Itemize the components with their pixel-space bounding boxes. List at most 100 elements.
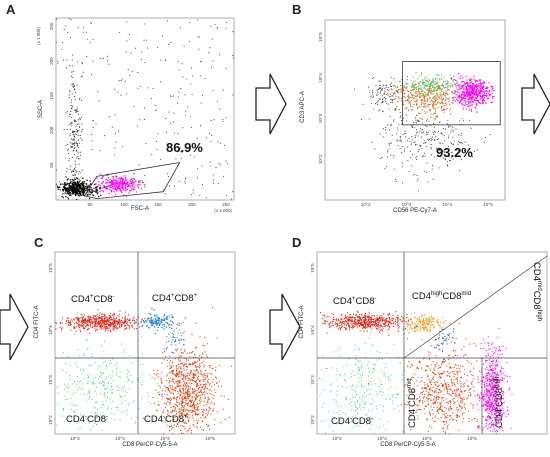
panel-c-dot-cd4neg-cd8neg (96, 423, 98, 425)
panel-a-dot-lymphocytes (123, 189, 125, 191)
panel-a-dot-background (152, 87, 154, 89)
panel-b-dot-magenta (452, 97, 454, 99)
panel-c-dot-cd4neg-cd8pos (170, 425, 173, 427)
panel-c-dot-cd4pos-cd8neg (78, 322, 80, 324)
panel-a-dot-streak (71, 93, 73, 95)
panel-c-dot-cd4pos-cd8pos (156, 316, 158, 318)
panel-c-dot-cd4neg-cd8pos (207, 402, 209, 404)
panel-a-dot-debris (79, 180, 81, 182)
panel-c-dot-cd4neg-cd8pos (175, 373, 177, 376)
panel-a-x-tick: 50 (87, 202, 93, 207)
panel-b-dot-cd3neg (448, 125, 450, 127)
panel-c-dot-cd4neg-cd8neg (94, 422, 96, 424)
panel-c-dot-cd4pos-cd8neg (104, 323, 106, 325)
panel-b-dot-orange (447, 88, 449, 90)
panel-d-dot-cd4pos-cd8neg (343, 318, 345, 320)
panel-b-dot-left (383, 93, 385, 95)
panel-c-dot-cd4neg-cd8pos (177, 368, 179, 370)
panel-b-dot-magenta (469, 80, 472, 82)
panel-c-dot-cd4neg-cd8pos (195, 347, 197, 349)
panel-c-dot-cd4pos-cd8pos (153, 315, 156, 317)
panel-b-dot-cd3neg (420, 144, 422, 147)
panel-a-dot-streak (76, 129, 79, 132)
panel-b-dot-left (382, 99, 384, 101)
panel-a-dot-background (190, 67, 193, 69)
panel-c-dot-cd4neg-cd8pos (193, 373, 195, 375)
panel-b-dot-cd3neg (389, 98, 392, 101)
panel-c-dot-cd4pos-cd8pos (153, 322, 155, 325)
panel-a-dot-background (219, 164, 221, 166)
panel-c-dot-cd4pos-cd8pos-tail (176, 348, 178, 350)
panel-d-dot-cd4pos-cd8neg (369, 319, 371, 321)
panel-c-dot-cd4neg-cd8pos (193, 388, 195, 390)
panel-c-dot-cd4neg-cd8pos (182, 392, 184, 394)
panel-a-dot-streak (74, 169, 76, 171)
panel-c-dot-cd4pos-cd8pos-tail (171, 351, 173, 353)
panel-d-dot-cd4pos-cd8neg (382, 317, 384, 319)
panel-b-dot-orange (452, 85, 454, 87)
panel-b-ticks: 10^210^210^310^310^410^410^510^5 (318, 32, 493, 207)
panel-a-dot-streak (68, 97, 70, 99)
panel-c-dot-cd4pos-cd8neg (77, 317, 79, 319)
panel-d-dot-cd4pos-cd8neg (324, 316, 326, 318)
panel-c-dot-cd4neg-cd8neg (87, 376, 90, 378)
panel-a-dot-background (232, 31, 234, 33)
panel-a-dot-background (114, 154, 116, 156)
panel-d-dot-cd4high-cd8mid (429, 326, 431, 328)
panel-c-dot-cd4neg-cd8pos (187, 377, 189, 379)
panel-b-dot-green (444, 95, 446, 97)
panel-c-dot-cd4neg-cd8pos (177, 423, 179, 426)
panel-b-dot-orange (388, 108, 390, 110)
panel-c-dot-cd4neg-cd8neg (68, 378, 71, 380)
panel-b-dot-cd3neg (434, 118, 436, 120)
panel-d-dot-cd4pos-cd8neg (382, 319, 384, 321)
panel-a-dot-core (81, 186, 83, 189)
panel-a-dot-lymphocytes (120, 182, 123, 184)
panel-c-dot-cd4pos-cd8neg (108, 324, 111, 326)
panel-c-dot-cd4pos-cd8pos (157, 326, 159, 329)
panel-c-dot-cd4pos-cd8neg (114, 324, 117, 326)
panel-c-dot-cd4pos-cd8neg (99, 317, 101, 319)
panel-c-dot-cd4pos-cd8pos-tail (166, 346, 168, 348)
panel-a-dot-background (210, 25, 212, 27)
panel-c-dot-cd4neg-cd8neg (66, 420, 69, 422)
panel-b-dot-magenta (467, 83, 469, 86)
panel-b-dot-cd3neg (470, 152, 472, 154)
panel-c-dot-cd4neg-cd8neg (99, 393, 102, 395)
panel-c-dot-cd4pos-cd8neg (105, 330, 107, 332)
panel-c-dot-cd4pos-cd8neg (100, 324, 102, 326)
panel-c-dot-cd4neg-cd8pos (210, 408, 212, 410)
panel-b-dot-cd3neg (440, 132, 442, 134)
panel-a-dot-background (226, 22, 228, 24)
panel-b-dot-cd3neg (425, 134, 427, 136)
panel-c-dot-cd4neg-cd8pos (214, 376, 216, 378)
panel-d-dot-cd4pos-cd8neg (377, 326, 379, 328)
panel-c-dot-cd4pos-cd8neg (111, 328, 113, 330)
panel-b-dot-cd3neg (417, 135, 419, 137)
panel-c-dot-cd4neg-cd8pos (184, 375, 186, 377)
panel-b-dot-orange (414, 95, 416, 97)
panel-a-dot-background (119, 31, 121, 33)
panel-a-dot-background (164, 193, 166, 195)
panel-a-dot-background (196, 137, 198, 139)
panel-c-dot-cd4pos-cd8pos-tail (175, 340, 177, 343)
panel-b-dot-green (432, 86, 434, 88)
panel-b-dot-left (368, 86, 370, 88)
panel-a-dot-core (92, 190, 94, 192)
panel-c-dot-cd4neg-cd8neg (66, 399, 68, 401)
panel-a-dot-background (212, 60, 214, 62)
panel-c-dot-cd4neg-cd8pos (210, 413, 212, 415)
panel-c-dot-cd4neg-cd8pos (188, 377, 190, 379)
panel-c-dot-cd4neg-cd8pos (174, 390, 176, 392)
panel-a-dot-debris (69, 193, 71, 195)
panel-c-dot-cd4neg-cd8pos (204, 373, 206, 375)
panel-b-dot-cd3neg (418, 120, 420, 122)
panel-c-dot-cd4neg-cd8pos (193, 363, 195, 365)
panel-b-dot-cd3neg (442, 127, 444, 130)
panel-c-dot-cd4neg-cd8pos (220, 421, 222, 424)
panel-c-dot-cd4neg-cd8pos (183, 401, 185, 403)
panel-c-dot-cd4pos-cd8pos-tail (183, 344, 185, 346)
panel-b-dot-cd3neg (450, 157, 452, 159)
panel-b-dot-left (376, 89, 378, 91)
panel-c-dot-cd4neg-cd8neg (110, 392, 112, 394)
